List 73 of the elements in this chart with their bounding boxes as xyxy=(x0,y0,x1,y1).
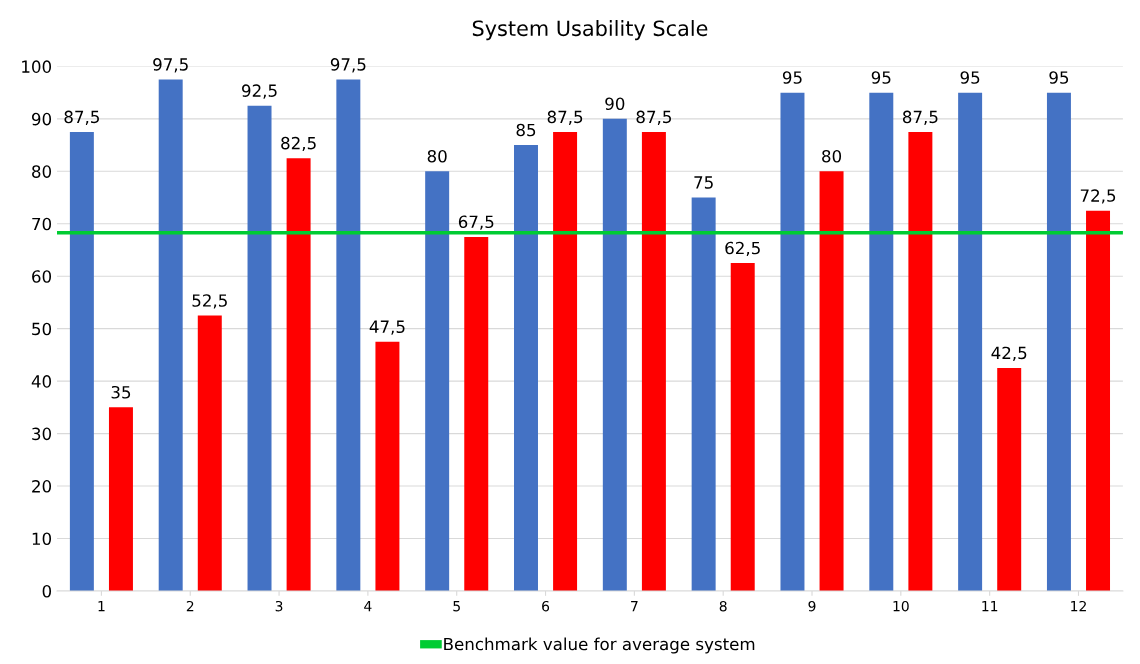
bar xyxy=(780,92,805,591)
data-label: 87,5 xyxy=(64,110,99,125)
y-tick-label: 80 xyxy=(32,165,52,178)
data-label: 80 xyxy=(427,149,447,163)
data-label: 67,5 xyxy=(458,215,494,230)
bar xyxy=(730,263,755,591)
x-tick-label: 6 xyxy=(542,600,550,612)
bar xyxy=(69,131,94,591)
y-tick-label: 10 xyxy=(32,532,52,546)
bar xyxy=(908,131,933,591)
data-label: 95 xyxy=(782,71,802,84)
data-label: 62,5 xyxy=(725,241,760,257)
x-tick-label: 2 xyxy=(186,600,194,612)
x-tick-label: 7 xyxy=(631,601,638,612)
data-label: 95 xyxy=(871,71,891,84)
bar xyxy=(553,131,578,591)
y-tick-label: 0 xyxy=(42,584,52,598)
x-tick-label: 1 xyxy=(98,601,105,612)
bar xyxy=(197,315,222,591)
bar xyxy=(247,105,272,591)
data-label: 97,5 xyxy=(330,58,366,73)
data-label: 35 xyxy=(111,385,131,399)
x-tick-label: 11 xyxy=(982,601,998,612)
bar xyxy=(464,236,489,591)
x-tick-label: 3 xyxy=(275,600,283,612)
x-tick-label: 5 xyxy=(453,601,460,612)
bar xyxy=(869,92,894,591)
data-label: 42,5 xyxy=(991,346,1027,361)
bar xyxy=(997,368,1022,591)
bar xyxy=(819,171,844,591)
bar xyxy=(958,92,983,591)
y-tick-label: 90 xyxy=(31,112,52,126)
x-tick-label: 4 xyxy=(364,601,372,612)
x-tick-label: 10 xyxy=(893,600,909,612)
data-label: 87,5 xyxy=(547,110,583,125)
bar xyxy=(336,79,361,591)
data-label: 97,5 xyxy=(153,58,188,73)
y-tick-label: 20 xyxy=(32,480,52,493)
data-label: 95 xyxy=(1049,71,1069,84)
bar xyxy=(641,131,666,591)
bar xyxy=(375,341,400,591)
data-label: 87,5 xyxy=(902,110,938,125)
x-tick-label: 9 xyxy=(808,600,816,612)
data-label: 95 xyxy=(960,71,980,84)
bar xyxy=(602,118,627,591)
data-label: 75 xyxy=(694,176,713,189)
data-label: 72,5 xyxy=(1080,189,1116,204)
bar xyxy=(158,79,183,591)
y-tick-label: 30 xyxy=(32,427,52,441)
bar xyxy=(108,407,133,591)
x-tick-label: 8 xyxy=(719,600,727,612)
y-tick-label: 60 xyxy=(32,270,52,283)
data-label: 90 xyxy=(605,97,625,111)
chart-title: System Usability Scale xyxy=(472,20,708,41)
data-label: 82,5 xyxy=(281,136,316,152)
y-tick-label: 40 xyxy=(31,375,52,388)
bar xyxy=(425,171,450,591)
legend-label: Benchmark value for average system xyxy=(444,637,755,654)
data-label: 92,5 xyxy=(242,84,277,99)
data-label: 52,5 xyxy=(192,294,227,309)
y-tick-label: 100 xyxy=(22,60,52,73)
data-label: 85 xyxy=(516,123,536,137)
bar xyxy=(691,197,716,591)
data-label: 47,5 xyxy=(369,320,405,335)
data-label: 87,5 xyxy=(636,110,671,125)
data-label: 80 xyxy=(822,149,842,163)
y-tick-label: 70 xyxy=(32,217,52,231)
bar xyxy=(286,158,311,591)
bar xyxy=(514,145,538,591)
y-tick-label: 50 xyxy=(32,322,52,336)
bar xyxy=(1046,92,1071,591)
x-tick-label: 12 xyxy=(1071,600,1086,612)
bar xyxy=(1086,210,1111,591)
